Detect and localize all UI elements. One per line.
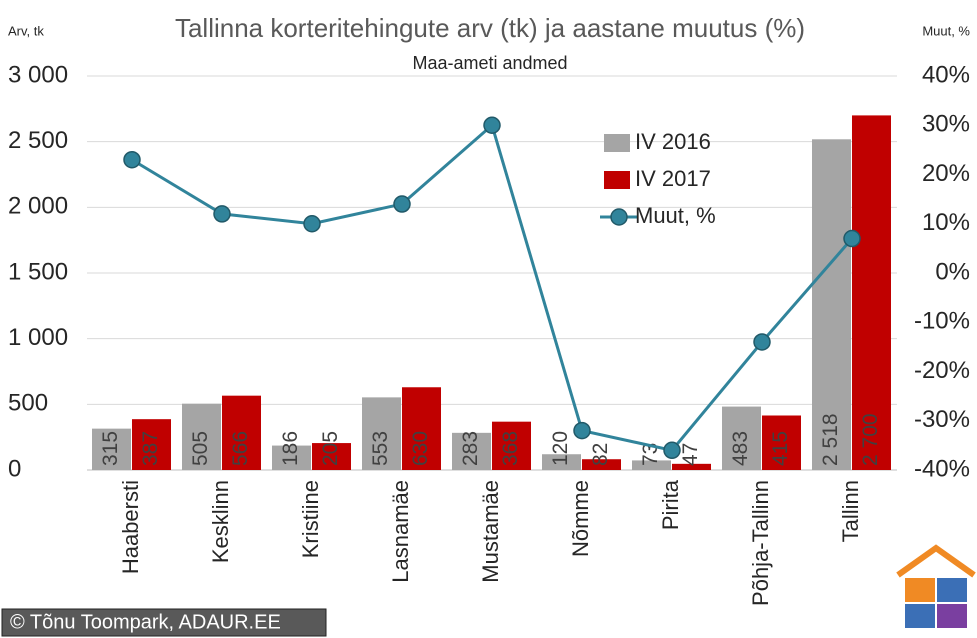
line-marker xyxy=(663,441,681,460)
data-label: 186 xyxy=(279,431,302,466)
y-tick-label: 500 xyxy=(8,390,48,417)
bar xyxy=(492,421,531,470)
line-marker xyxy=(213,205,231,223)
data-label: 387 xyxy=(139,431,162,466)
data-label: 205 xyxy=(319,431,342,466)
logo-piece xyxy=(937,578,967,602)
data-label: 283 xyxy=(459,431,482,466)
data-label: 553 xyxy=(369,431,392,466)
y2-tick-label: 10% xyxy=(922,209,970,236)
y-tick-label: 1 500 xyxy=(8,258,68,285)
x-tick-label: Tallinn xyxy=(838,480,863,542)
data-label: 315 xyxy=(99,431,122,466)
y-tick-label: 3 000 xyxy=(8,61,68,88)
data-label: 120 xyxy=(549,431,572,466)
legend-label: IV 2016 xyxy=(635,129,711,154)
data-label: 47 xyxy=(679,443,702,466)
x-tick-label: Kesklinn xyxy=(208,480,233,563)
data-label: 483 xyxy=(729,431,752,466)
y-tick-label: 0 xyxy=(8,455,21,482)
logo-roof xyxy=(896,544,976,578)
bar xyxy=(452,432,491,470)
bar xyxy=(362,397,401,470)
logo-piece xyxy=(937,604,967,628)
bar xyxy=(542,454,581,470)
legend-swatch xyxy=(604,171,630,189)
y2-tick-label: -40% xyxy=(914,455,970,482)
y-tick-label: 2 000 xyxy=(8,193,68,220)
y-axis-label: Arv, tk xyxy=(8,23,44,38)
y2-axis-label: Muut, % xyxy=(922,23,970,38)
bar xyxy=(672,463,711,470)
bar xyxy=(722,406,761,470)
line-marker xyxy=(483,116,501,134)
bar xyxy=(132,419,171,470)
data-label: 2 700 xyxy=(859,413,882,466)
bar xyxy=(312,443,351,470)
x-tick-label: Mustamäe xyxy=(478,480,503,583)
credit-background xyxy=(1,608,327,637)
y2-tick-label: 20% xyxy=(922,160,970,187)
legend-swatch xyxy=(604,134,630,152)
x-tick-label: Lasnamäe xyxy=(388,480,413,583)
x-tick-label: Pirita xyxy=(658,479,683,530)
x-tick-label: Põhja-Tallinn xyxy=(748,480,773,606)
legend-label: IV 2017 xyxy=(635,166,711,191)
y-tick-label: 2 500 xyxy=(8,127,68,154)
data-label: 73 xyxy=(639,443,662,466)
credit-box: © Tõnu Toompark, ADAUR.EE xyxy=(1,608,327,637)
data-label: 368 xyxy=(499,431,522,466)
y2-tick-label: 40% xyxy=(922,61,970,88)
line-marker xyxy=(573,421,591,440)
y2-tick-label: -10% xyxy=(914,308,970,335)
line-marker xyxy=(123,150,141,169)
chart-subtitle: Maa-ameti andmed xyxy=(412,53,567,73)
line-marker xyxy=(393,195,411,213)
logo xyxy=(896,544,976,628)
x-tick-label: Nõmme xyxy=(568,480,593,557)
line-marker xyxy=(303,215,321,233)
data-label: 566 xyxy=(229,431,252,466)
data-label: 505 xyxy=(189,431,212,466)
data-label: 2 518 xyxy=(819,413,842,466)
logo-piece xyxy=(905,604,935,628)
x-tick-label: Kristiine xyxy=(298,480,323,558)
y2-tick-label: 30% xyxy=(922,111,970,138)
legend-label: Muut, % xyxy=(635,203,716,228)
bar xyxy=(762,415,801,470)
bar xyxy=(812,139,851,470)
bar xyxy=(632,460,671,470)
bar xyxy=(852,115,891,471)
logo-piece xyxy=(905,578,935,602)
y2-tick-label: 0% xyxy=(935,258,970,285)
legend-marker xyxy=(610,208,628,226)
chart-title: Tallinna korteritehingute arv (tk) ja aa… xyxy=(175,13,805,43)
bar xyxy=(582,459,621,470)
data-label: 415 xyxy=(769,431,792,466)
data-label: 82 xyxy=(589,443,612,466)
bar xyxy=(182,403,221,470)
data-label: 630 xyxy=(409,431,432,466)
credit: © Tõnu Toompark, ADAUR.EE xyxy=(10,611,281,633)
bar xyxy=(402,387,441,470)
line-marker xyxy=(843,229,861,248)
line-marker xyxy=(753,333,771,351)
bar xyxy=(222,395,261,470)
y-tick-label: 1 000 xyxy=(8,324,68,351)
bar xyxy=(272,445,311,470)
x-tick-label: Haabersti xyxy=(118,480,143,574)
y2-tick-label: -30% xyxy=(914,406,970,433)
y2-tick-label: -20% xyxy=(914,357,970,384)
bar xyxy=(92,428,131,470)
